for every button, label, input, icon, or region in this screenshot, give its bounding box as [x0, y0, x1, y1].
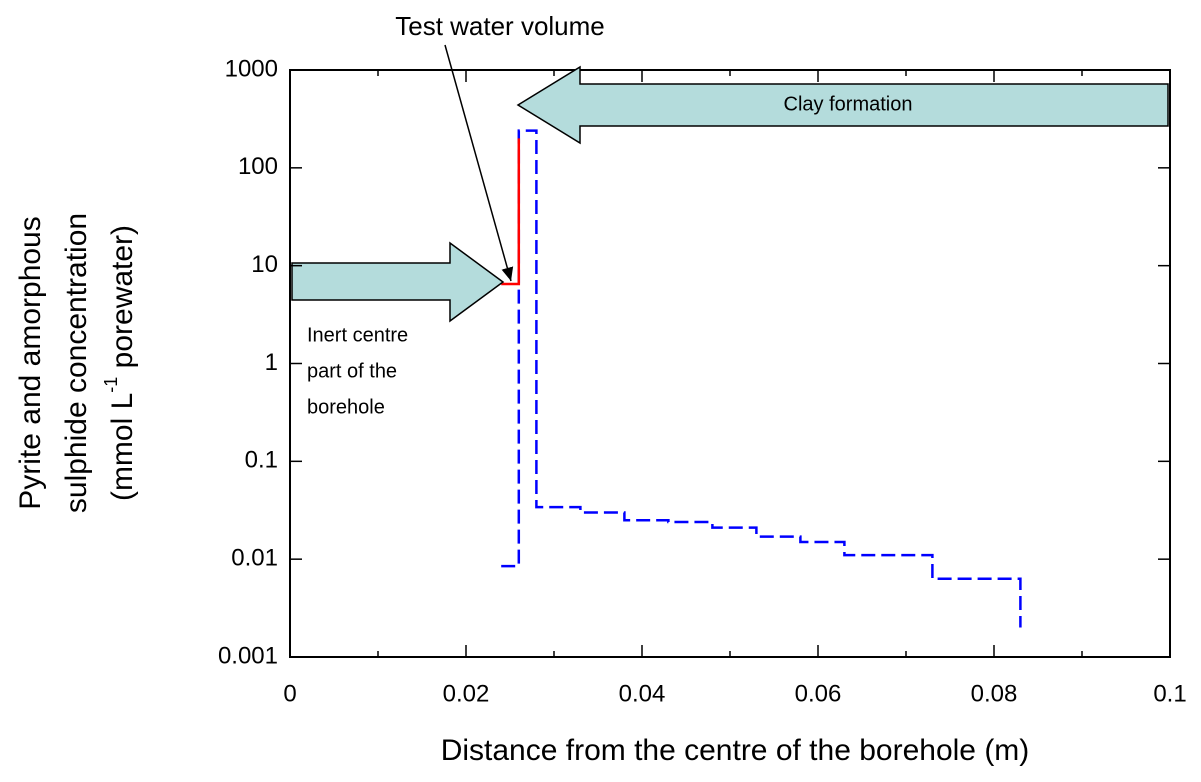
- x-tick-label: 0: [283, 680, 296, 707]
- y-tick-label: 1: [265, 349, 278, 376]
- x-tick-label: 0.1: [1153, 680, 1186, 707]
- clay-arrow: [516, 65, 1169, 145]
- y-tick-label: 100: [238, 153, 278, 180]
- y-axis-label: Pyrite and amorphous sulphide concentrat…: [14, 213, 139, 513]
- series-line: [501, 138, 521, 286]
- clay-label: Clay formation: [784, 93, 913, 115]
- y-tick-label: 0.1: [245, 447, 278, 474]
- inert-label: Inert centre: [307, 324, 408, 346]
- series-line: [501, 129, 1022, 628]
- y-tick-label: 10: [251, 251, 278, 278]
- y-label-line: sulphide concentration: [60, 213, 93, 513]
- y-tick-label: 1000: [225, 55, 278, 82]
- y-tick-label: 0.01: [231, 545, 278, 572]
- x-axis-label: Distance from the centre of the borehole…: [441, 734, 1030, 767]
- y-label-line: Pyrite and amorphous: [14, 216, 47, 510]
- y-label-unit: (mmol L: [106, 393, 139, 501]
- plot-frame: [289, 69, 1171, 658]
- y-label-sup: -1: [101, 377, 121, 393]
- x-tick-label: 0.04: [619, 680, 666, 707]
- inert-arrow: [291, 241, 505, 323]
- x-tick-label: 0.02: [443, 680, 490, 707]
- x-tick-label: 0.08: [971, 680, 1018, 707]
- y-label-line: (mmol L-1 porewater): [101, 225, 139, 501]
- inert-label: part of the: [307, 360, 397, 382]
- inert-label: borehole: [307, 396, 385, 418]
- test-water-label: Test water volume: [395, 11, 605, 41]
- y-label-unit: porewater): [106, 225, 139, 377]
- x-tick-label: 0.06: [795, 680, 842, 707]
- test-water-arrow: [444, 44, 514, 282]
- y-tick-label: 0.001: [218, 642, 278, 669]
